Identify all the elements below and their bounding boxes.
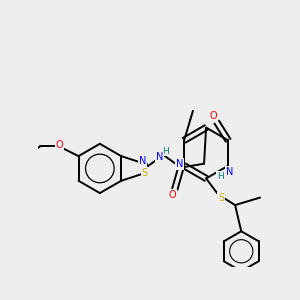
Text: S: S (142, 168, 148, 178)
Text: S: S (218, 193, 224, 202)
Text: H: H (162, 147, 169, 156)
Text: O: O (169, 190, 176, 200)
Text: O: O (56, 140, 63, 150)
Text: N: N (139, 156, 146, 167)
Text: N: N (156, 152, 163, 162)
Text: H: H (217, 172, 224, 181)
Text: O: O (209, 111, 217, 121)
Text: N: N (176, 159, 183, 169)
Text: N: N (226, 167, 233, 177)
